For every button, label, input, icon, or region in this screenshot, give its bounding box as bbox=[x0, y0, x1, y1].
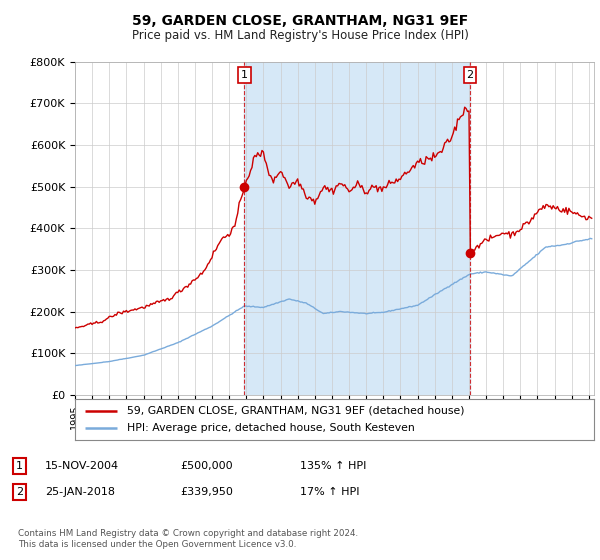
Text: 59, GARDEN CLOSE, GRANTHAM, NG31 9EF (detached house): 59, GARDEN CLOSE, GRANTHAM, NG31 9EF (de… bbox=[127, 405, 464, 416]
Text: Contains HM Land Registry data © Crown copyright and database right 2024.
This d: Contains HM Land Registry data © Crown c… bbox=[18, 529, 358, 549]
Text: 2: 2 bbox=[467, 70, 474, 80]
Text: Price paid vs. HM Land Registry's House Price Index (HPI): Price paid vs. HM Land Registry's House … bbox=[131, 29, 469, 42]
Text: £339,950: £339,950 bbox=[180, 487, 233, 497]
Text: £500,000: £500,000 bbox=[180, 461, 233, 471]
Text: 1: 1 bbox=[16, 461, 23, 471]
Text: 2: 2 bbox=[16, 487, 23, 497]
Text: 25-JAN-2018: 25-JAN-2018 bbox=[45, 487, 115, 497]
Text: 59, GARDEN CLOSE, GRANTHAM, NG31 9EF: 59, GARDEN CLOSE, GRANTHAM, NG31 9EF bbox=[132, 14, 468, 28]
Text: HPI: Average price, detached house, South Kesteven: HPI: Average price, detached house, Sout… bbox=[127, 423, 415, 433]
Bar bbox=[244, 62, 470, 395]
Text: 17% ↑ HPI: 17% ↑ HPI bbox=[300, 487, 359, 497]
Text: 15-NOV-2004: 15-NOV-2004 bbox=[45, 461, 119, 471]
Text: 1: 1 bbox=[241, 70, 248, 80]
Text: 135% ↑ HPI: 135% ↑ HPI bbox=[300, 461, 367, 471]
